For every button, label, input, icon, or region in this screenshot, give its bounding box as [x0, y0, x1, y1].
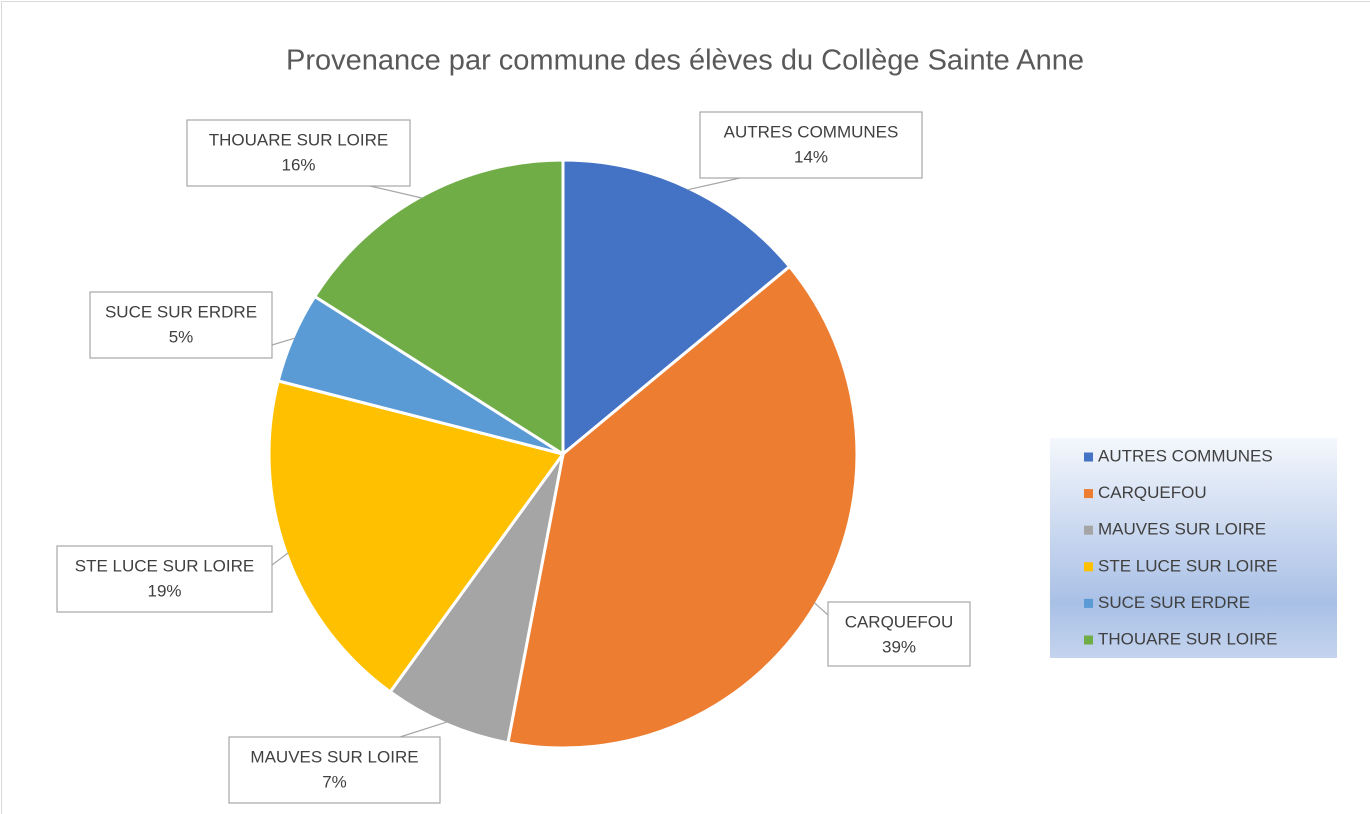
legend-swatch: [1084, 525, 1093, 535]
legend-label: CARQUEFOU: [1098, 483, 1207, 502]
data-label-name: SUCE SUR ERDRE: [105, 302, 257, 321]
legend-label: MAUVES SUR LOIRE: [1098, 520, 1266, 539]
leader-line: [369, 185, 423, 199]
pie-slice: [312, 158, 565, 457]
data-label-box: [228, 736, 441, 804]
legend-swatch: [1084, 635, 1093, 645]
data-label-box: [186, 119, 411, 187]
legend-label: SUCE SUR ERDRE: [1098, 593, 1250, 612]
data-label-value: 7%: [322, 772, 347, 791]
data-label-box: [89, 291, 273, 359]
data-label-name: STE LUCE SUR LOIRE: [75, 556, 255, 575]
data-label-value: 19%: [147, 581, 181, 600]
legend-label: STE LUCE SUR LOIRE: [1098, 556, 1278, 575]
pie-slice: [388, 453, 565, 745]
data-label-box: [699, 111, 923, 179]
legend-box: [1050, 438, 1337, 658]
chart-title: Provenance par commune des élèves du Col…: [286, 45, 1084, 77]
legend-swatch: [1084, 489, 1093, 499]
leader-line: [271, 337, 296, 346]
data-label-value: 14%: [794, 147, 828, 166]
leader-line: [399, 721, 448, 738]
leader-line: [687, 177, 741, 191]
legend-swatch: [1084, 452, 1093, 462]
data-label-box: [56, 545, 273, 613]
pie-slice: [561, 158, 792, 458]
legend-swatch: [1084, 598, 1093, 608]
data-label-name: THOUARE SUR LOIRE: [209, 130, 388, 149]
legend-label: AUTRES COMMUNES: [1098, 446, 1273, 465]
data-label-name: MAUVES SUR LOIRE: [250, 747, 418, 766]
data-label-name: CARQUEFOU: [845, 612, 954, 631]
leader-line: [813, 602, 829, 616]
legend-label: THOUARE SUR LOIRE: [1098, 629, 1277, 648]
data-label-value: 39%: [882, 637, 916, 656]
data-label-value: 16%: [281, 155, 315, 174]
data-label-name: AUTRES COMMUNES: [724, 122, 899, 141]
data-label-value: 5%: [169, 327, 194, 346]
data-label-box: [827, 601, 971, 667]
leader-line: [271, 552, 289, 566]
legend-swatch: [1084, 562, 1093, 572]
